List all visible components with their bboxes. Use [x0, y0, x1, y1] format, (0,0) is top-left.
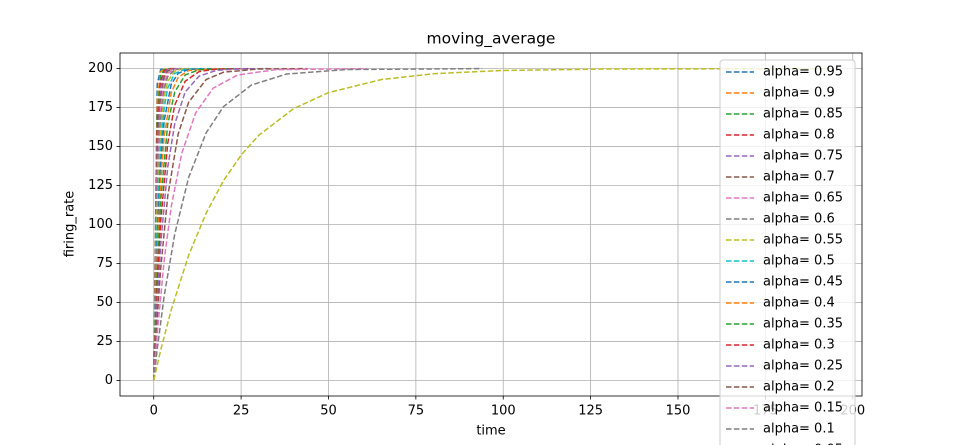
- x-tick-label: 0: [150, 404, 158, 419]
- chart-title: moving_average: [427, 30, 556, 49]
- legend-label: alpha= 0.05: [763, 443, 843, 445]
- series-line: [152, 67, 367, 381]
- y-tick-label: 25: [96, 334, 113, 349]
- x-tick-label: 125: [578, 404, 603, 419]
- legend-label: alpha= 0.3: [763, 338, 835, 353]
- series-line: [152, 67, 235, 381]
- y-tick-label: 50: [96, 295, 113, 310]
- legend-label: alpha= 0.2: [763, 380, 835, 395]
- series-line: [152, 67, 165, 381]
- series-line: [152, 67, 829, 381]
- series-line: [152, 67, 172, 381]
- legend-label: alpha= 0.15: [763, 401, 843, 416]
- legend-label: alpha= 0.85: [763, 107, 843, 122]
- series-line: [152, 67, 308, 381]
- legend-label: alpha= 0.4: [763, 296, 835, 311]
- legend-label: alpha= 0.65: [763, 191, 843, 206]
- legend-label: alpha= 0.35: [763, 317, 843, 332]
- legend-label: alpha= 0.7: [763, 170, 835, 185]
- y-tick-label: 150: [88, 139, 113, 154]
- legend-label: alpha= 0.75: [763, 149, 843, 164]
- legend-label: alpha= 0.8: [763, 128, 835, 143]
- plot-frame: [119, 52, 863, 397]
- x-tick-label: 50: [320, 404, 337, 419]
- y-tick-label: 200: [88, 61, 113, 76]
- y-tick-label: 0: [105, 373, 113, 388]
- series-line: [152, 67, 252, 381]
- y-tick-label: 175: [88, 100, 113, 115]
- legend-label: alpha= 0.6: [763, 212, 835, 227]
- legend-label: alpha= 0.45: [763, 275, 843, 290]
- legend-label: alpha= 0.55: [763, 233, 843, 248]
- legend-label: alpha= 0.5: [763, 254, 835, 269]
- x-tick-label: 25: [233, 404, 250, 419]
- legend: alpha= 0.95 alpha= 0.9 alpha= 0.85 alpha= 0…: [719, 59, 856, 445]
- y-tick-label: 75: [96, 256, 113, 271]
- series-line: [152, 67, 483, 381]
- legend-label: alpha= 0.95: [763, 65, 843, 80]
- y-axis-label: firing_rate: [63, 191, 78, 258]
- x-axis-label: time: [476, 424, 505, 439]
- legend-label: alpha= 0.25: [763, 359, 843, 374]
- legend-label: alpha= 0.9: [763, 86, 835, 101]
- series-line: [152, 67, 273, 381]
- x-tick-label: 75: [408, 404, 425, 419]
- y-tick-label: 100: [88, 217, 113, 232]
- x-tick-label: 100: [491, 404, 516, 419]
- y-tick-label: 125: [88, 178, 113, 193]
- series-line: [152, 67, 221, 381]
- x-tick-label: 150: [666, 404, 691, 419]
- legend-label: alpha= 0.1: [763, 422, 835, 437]
